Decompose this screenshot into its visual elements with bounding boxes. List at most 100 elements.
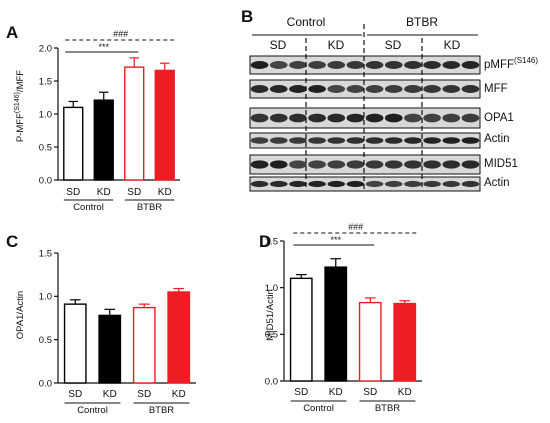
chart-a-category-label-1: SD xyxy=(66,187,80,198)
chart-d-bar-1 xyxy=(289,277,313,382)
bar-chart-c: 0.0 0.5 1.0 1.5 SD KD SD KD Control BTBR xyxy=(39,248,196,416)
chart-c-ytick-label: 1.0 xyxy=(39,292,52,303)
panel-a-ylabel-sup: (S146) xyxy=(14,92,21,113)
blot-subheader-kd-control: KD xyxy=(328,38,345,52)
blot-band-actin-2-lane-9 xyxy=(404,180,422,188)
chart-d-bar-3 xyxy=(358,301,382,382)
blot-band-mid51-lane-7 xyxy=(365,160,384,169)
blot-band-actin-2-lane-10 xyxy=(423,180,441,188)
blot-band-pmff-lane-7 xyxy=(365,61,384,69)
blot-subheader-sd-control: SD xyxy=(270,38,287,52)
blot-label-pmff: pMFF(S146) xyxy=(484,56,538,71)
chart-a-bar-4 xyxy=(154,69,175,181)
blot-band-mid51-lane-2 xyxy=(269,160,288,169)
blot-header-control: Control xyxy=(287,15,326,29)
blot-band-actin-2-lane-5 xyxy=(327,180,346,188)
blot-strip-actin-2 xyxy=(249,176,481,192)
blot-band-mff-lane-9 xyxy=(404,85,422,93)
chart-d-ytick-label: 1.5 xyxy=(265,236,278,247)
chart-a-group-label-btbr: BTBR xyxy=(137,202,162,213)
blot-band-mff-lane-3 xyxy=(289,85,307,93)
blot-band-mff-lane-10 xyxy=(423,85,441,93)
blot-band-actin-1-lane-3 xyxy=(289,137,307,144)
chart-a-bar-1 xyxy=(63,106,84,181)
chart-c-ytick-label: 1.5 xyxy=(39,248,52,259)
blot-band-opa1-lane-9 xyxy=(404,113,422,123)
blot-subheader-sd-btbr: SD xyxy=(385,38,402,52)
blot-subheader-kd-btbr: KD xyxy=(444,38,461,52)
chart-c-group-label-btbr: BTBR xyxy=(149,405,174,416)
blot-band-pmff-lane-6 xyxy=(346,61,365,69)
blot-band-opa1-lane-11 xyxy=(442,113,461,123)
chart-c-bar-1 xyxy=(63,303,87,384)
blot-band-mid51-lane-1 xyxy=(250,160,269,169)
blot-band-actin-1-lane-7 xyxy=(365,137,384,144)
chart-d-bar-4 xyxy=(393,302,417,382)
blot-band-pmff-lane-2 xyxy=(269,61,288,69)
chart-d-sig-label-star: *** xyxy=(330,235,341,245)
blot-band-mff-lane-11 xyxy=(442,85,461,93)
blot-label-pmff-main: pMFF xyxy=(484,59,514,71)
chart-c-category-label-4: KD xyxy=(172,389,186,400)
chart-a-bar-3 xyxy=(124,66,145,181)
panel-a-ylabel-main: P-MFF xyxy=(15,113,26,142)
chart-a-sig-label-star: *** xyxy=(98,42,109,52)
blot-band-actin-2-lane-8 xyxy=(384,180,403,188)
blot-band-actin-2-lane-6 xyxy=(346,180,365,188)
blot-band-mff-lane-2 xyxy=(269,85,288,93)
blot-band-pmff-lane-11 xyxy=(442,61,461,69)
blot-band-actin-1-lane-8 xyxy=(384,137,403,144)
chart-c-ytick-label: 0.0 xyxy=(39,378,52,389)
blot-header-btbr: BTBR xyxy=(406,15,438,29)
blot-band-mff-lane-1 xyxy=(250,85,269,93)
blot-band-pmff-lane-5 xyxy=(327,61,346,69)
chart-a-ytick-label: 2.0 xyxy=(39,43,52,54)
blot-band-actin-1-lane-10 xyxy=(423,137,441,144)
blot-band-actin-2-lane-2 xyxy=(269,180,288,188)
chart-a-ytick-label: 1.5 xyxy=(39,76,52,87)
chart-d-category-label-3: SD xyxy=(363,387,377,398)
blot-band-mid51-lane-9 xyxy=(404,160,422,169)
blot-band-pmff-lane-4 xyxy=(308,61,326,69)
blot-label-pmff-sup: (S146) xyxy=(514,56,538,65)
chart-a-category-label-3: SD xyxy=(127,187,141,198)
panel-d-ylabel: MID51/Actin xyxy=(265,289,276,341)
chart-d-bar-2 xyxy=(324,266,348,382)
chart-d-group-label-control: Control xyxy=(303,403,334,414)
panel-letter-b: B xyxy=(241,7,253,26)
chart-a-ytick-label: 0.5 xyxy=(39,142,52,153)
chart-d-ytick-label: 0.5 xyxy=(265,330,278,341)
blot-band-actin-1-lane-2 xyxy=(269,137,288,144)
chart-d-category-label-2: KD xyxy=(329,387,343,398)
blot-band-mid51-lane-10 xyxy=(423,160,441,169)
blot-band-opa1-lane-3 xyxy=(289,113,307,123)
blot-band-actin-1-lane-9 xyxy=(404,137,422,144)
chart-d-group-label-btbr: BTBR xyxy=(375,403,400,414)
blot-band-actin-1-lane-1 xyxy=(250,137,269,144)
blot-band-pmff-lane-1 xyxy=(250,61,269,69)
chart-a-group-label-control: Control xyxy=(73,202,104,213)
chart-d-ytick-label: 1.0 xyxy=(265,283,278,294)
blot-band-actin-1-lane-4 xyxy=(308,137,326,144)
chart-c-category-label-2: KD xyxy=(103,389,117,400)
chart-c-category-label-3: SD xyxy=(137,389,151,400)
blot-band-mff-lane-8 xyxy=(384,85,403,93)
chart-d-category-label-1: SD xyxy=(294,387,308,398)
blot-band-opa1-lane-2 xyxy=(269,113,288,123)
panel-a-ylabel-tail: /MFF xyxy=(15,70,26,92)
blot-band-opa1-lane-5 xyxy=(327,113,346,123)
blot-band-pmff-lane-3 xyxy=(289,61,307,69)
blot-band-actin-2-lane-1 xyxy=(250,180,269,188)
chart-a-ytick-label: 1.0 xyxy=(39,109,52,120)
blot-band-opa1-lane-4 xyxy=(308,113,326,123)
chart-d-sig-label-hash: ### xyxy=(348,222,363,232)
panel-a-ylabel: P-MFF(S146)/MFF xyxy=(14,70,26,142)
panel-c-ylabel: OPA1/Actin xyxy=(15,291,26,339)
blot-label-mid51: MID51 xyxy=(484,158,518,170)
blot-band-mid51-lane-11 xyxy=(442,160,461,169)
chart-a-bar-2 xyxy=(93,99,114,181)
blot-band-mid51-lane-5 xyxy=(327,160,346,169)
chart-a-ytick-label: 0.0 xyxy=(39,175,52,186)
bar-chart-a: 0.0 0.5 1.0 1.5 2.0 SD KD SD KD Control BTBR *** ### xyxy=(39,29,180,213)
